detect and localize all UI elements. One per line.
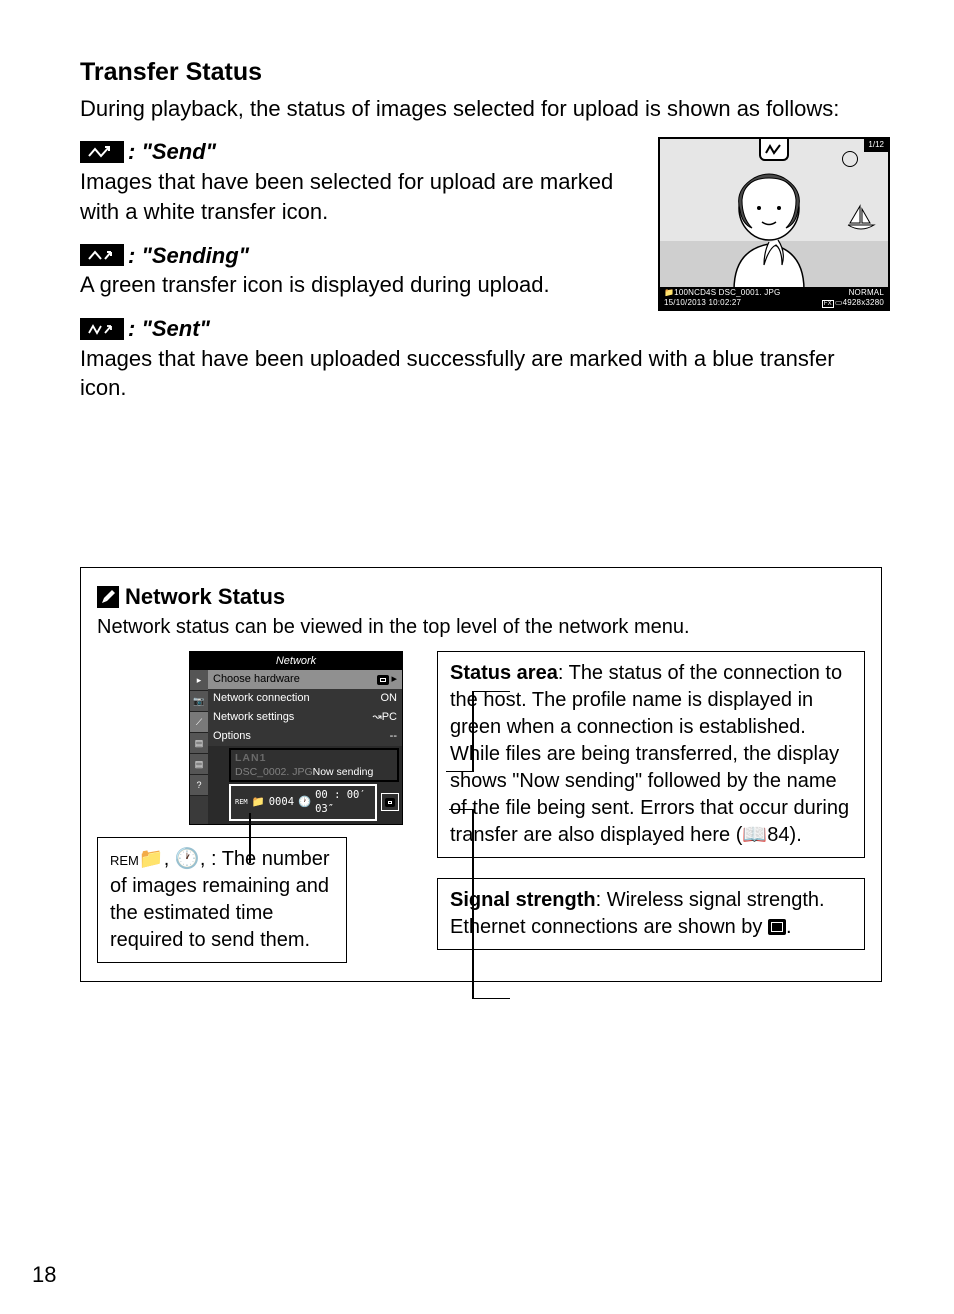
status-area-label: Status area: [450, 662, 558, 684]
menu-tabs: ▸📷⟋▤▤?: [190, 670, 208, 823]
ethernet-icon: [768, 919, 786, 935]
network-status-callout: Network Status Network status can be vie…: [80, 567, 882, 982]
transfer-intro: During playback, the status of images se…: [80, 94, 882, 124]
menu-row-connection: Network connectionON: [208, 689, 402, 708]
preview-quality: NORMAL: [822, 288, 884, 299]
note-icon: [97, 586, 119, 608]
sending-label: : "Sending": [128, 241, 249, 271]
sent-subhead: : "Sent": [80, 314, 882, 344]
signal-indicator: [381, 793, 399, 811]
camera-network-menu: Network ▸📷⟋▤▤? Choose hardware▸ Network …: [189, 651, 403, 825]
status-area-body: : The status of the connection to the ho…: [450, 662, 849, 846]
remaining-info-box: REM📁, 🕐, : The number of images remainin…: [97, 837, 347, 963]
status-area-ref: 84).: [767, 824, 801, 846]
frame-counter: 1/12: [864, 139, 888, 152]
sent-label: : "Sent": [128, 314, 210, 344]
person-illustration: [714, 170, 824, 290]
remaining-timer: REM📁0004 🕐00 : 00′ 03″: [229, 784, 377, 820]
sailboat-icon: [846, 203, 876, 233]
send-subhead: : "Send": [80, 137, 640, 167]
preview-transfer-icon: [759, 139, 789, 161]
sending-file: DSC_0002. JPG: [235, 766, 313, 778]
preview-info-bar: 📁100NCD4S DSC_0001. JPG 15/10/2013 10:02…: [660, 287, 888, 309]
menu-row-hardware: Choose hardware▸: [208, 670, 402, 689]
page-number: 18: [32, 1260, 56, 1290]
sending-subhead: : "Sending": [80, 241, 640, 271]
send-body: Images that have been selected for uploa…: [80, 167, 640, 226]
menu-title: Network: [190, 652, 402, 671]
transfer-status-heading: Transfer Status: [80, 56, 882, 90]
page-ref-icon: 📖: [742, 824, 767, 846]
preview-file-info: 📁100NCD4S DSC_0001. JPG: [664, 288, 780, 299]
camera-preview: 1/12 📁100NCD4S DSC_0001. JPG 15/10/2013 …: [658, 137, 890, 313]
sending-icon: [80, 244, 124, 266]
status-area-box: Status area: The status of the connectio…: [437, 651, 865, 858]
signal-strength-box: Signal strength: Wireless signal strengt…: [437, 878, 865, 950]
lan-label: LAN1: [235, 751, 393, 765]
sent-body: Images that have been uploaded successfu…: [80, 344, 882, 403]
send-icon: [80, 141, 124, 163]
send-label: : "Send": [128, 137, 216, 167]
network-status-sub: Network status can be viewed in the top …: [97, 614, 865, 641]
menu-row-options: Options--: [208, 727, 402, 746]
preview-date-info: 15/10/2013 10:02:27: [664, 298, 780, 309]
now-sending-label: Now sending: [313, 766, 374, 778]
menu-row-settings: Network settings↝PC: [208, 708, 402, 727]
sent-icon: [80, 318, 124, 340]
signal-end: .: [786, 916, 792, 938]
menu-status-area: LAN1 DSC_0002. JPGNow sending: [229, 748, 399, 782]
sending-body: A green transfer icon is displayed durin…: [80, 270, 640, 300]
network-status-title: Network Status: [125, 582, 285, 612]
preview-size: FX▭4928x3280: [822, 298, 884, 309]
